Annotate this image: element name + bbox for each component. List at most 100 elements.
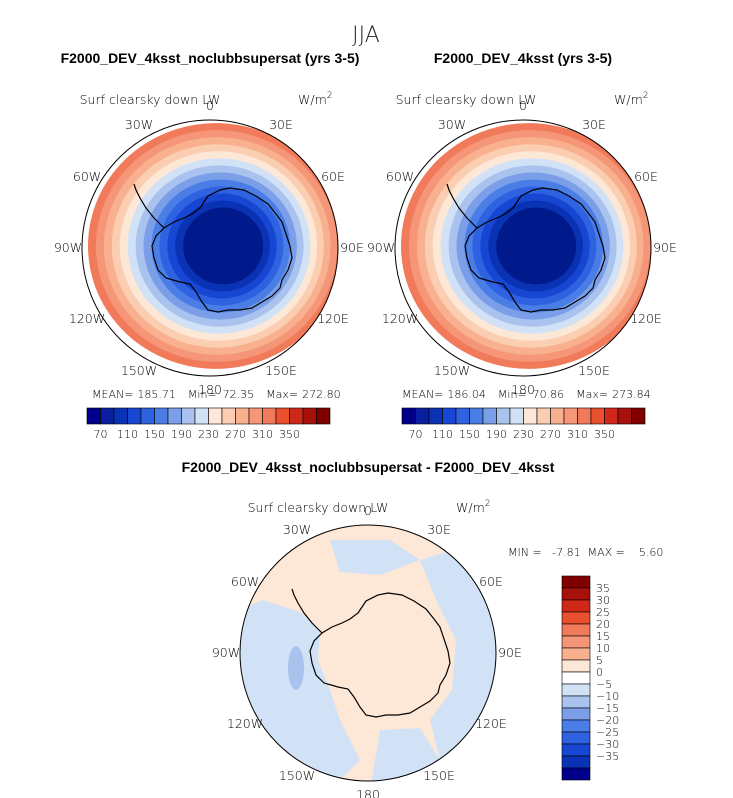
colorbar-swatch xyxy=(221,407,236,425)
colorbar-tick-label: 70 xyxy=(409,428,423,441)
colorbar-swatch xyxy=(167,407,182,425)
lon-label: 150W xyxy=(434,363,470,378)
lon-label: 120E xyxy=(317,311,349,326)
panel-diff-variable: Surf clearsky down LW xyxy=(248,500,389,515)
colorbar-swatch xyxy=(523,407,538,425)
panel-diff-units-base: W/m xyxy=(456,500,485,515)
panel-left-units-base: W/m xyxy=(298,92,327,107)
panel-left-variable: Surf clearsky down LW xyxy=(80,92,221,107)
lon-label: 90E xyxy=(498,645,522,660)
colorbar-swatch xyxy=(561,743,591,757)
stat-mean-label-left: MEAN= xyxy=(92,388,133,401)
colorbar-swatch xyxy=(469,407,484,425)
colorbar-swatch xyxy=(550,407,565,425)
colorbar-tick-label: −5 xyxy=(596,678,612,691)
colorbar-swatch xyxy=(561,587,591,601)
colorbar-swatch xyxy=(86,407,101,425)
lon-label: 30E xyxy=(427,522,451,537)
colorbar-tick-label: 110 xyxy=(432,428,453,441)
lon-label: 120E xyxy=(475,716,507,731)
colorbar-tick-label: 25 xyxy=(596,606,610,619)
stat-max-label-left: Max= xyxy=(266,388,298,401)
lon-labels-right: 0 30E 60E 90E 120E 150E 180 150W 120W 90W 60W 30W xyxy=(367,98,677,397)
lon-label: 120E xyxy=(630,311,662,326)
map-boundary-right xyxy=(394,119,652,377)
colorbar-tick-label: 15 xyxy=(596,630,610,643)
panel-left-units-exp: 2 xyxy=(327,91,333,101)
colorbar-swatch xyxy=(100,407,115,425)
diff-negative-field-east xyxy=(420,548,496,760)
stat-mean-right: 186.04 xyxy=(447,388,486,401)
panel-right-units: W/m2 xyxy=(614,91,648,107)
colorbar-tick-label: 270 xyxy=(540,428,561,441)
lon-label: 150E xyxy=(423,768,455,783)
lon-label: 30W xyxy=(438,117,466,132)
colorbar-tick-label: 230 xyxy=(198,428,219,441)
colorbar-swatch xyxy=(509,407,524,425)
colorbar-swatch xyxy=(604,407,619,425)
colorbar-swatch xyxy=(561,671,591,685)
lon-label: 30E xyxy=(582,117,606,132)
colorbar-swatch xyxy=(235,407,250,425)
contour-rings-left xyxy=(88,123,338,369)
lon-label: 120W xyxy=(227,716,263,731)
colorbar-swatch xyxy=(561,623,591,637)
lon-label: 90E xyxy=(340,240,364,255)
colorbar-swatch xyxy=(127,407,142,425)
colorbar-tick-label: 30 xyxy=(596,594,610,607)
contour-rings-right xyxy=(401,123,651,369)
panel-right: F2000_DEV_4ksst (yrs 3-5) Surf clearsky … xyxy=(367,50,677,441)
colorbar-tick-label: 270 xyxy=(225,428,246,441)
colorbar-tick-label: −20 xyxy=(596,714,619,727)
lon-labels-diff: 0 30E 60E 90E 120E 150E 180 150W 120W 90W 60W 30W xyxy=(212,503,522,798)
polar-map-right xyxy=(401,123,651,369)
polar-map-left xyxy=(88,123,338,369)
colorbar-swatch xyxy=(442,407,457,425)
colorbar-left: 70 110 150 190 230 270 310 350 xyxy=(86,407,331,441)
colorbar-tick-label: 190 xyxy=(486,428,507,441)
colorbar-swatch xyxy=(154,407,169,425)
colorbar-tick-label: 350 xyxy=(594,428,615,441)
lon-label: 0 xyxy=(519,98,527,113)
colorbar-swatch xyxy=(561,659,591,673)
stat-min-label-left: Min= xyxy=(188,388,217,401)
lon-label: 60E xyxy=(634,169,658,184)
colorbar-swatch xyxy=(496,407,511,425)
colorbar-tick-label: 190 xyxy=(171,428,192,441)
colorbar-swatch xyxy=(401,407,416,425)
colorbar-swatch xyxy=(561,719,591,733)
colorbar-swatch xyxy=(415,407,430,425)
lon-label: 180 xyxy=(356,787,380,798)
panel-right-units-base: W/m xyxy=(614,92,643,107)
lon-label: 150E xyxy=(265,363,297,378)
colorbar-tick-label: 5 xyxy=(596,654,603,667)
colorbar-swatch xyxy=(561,767,591,781)
colorbar-swatch xyxy=(561,695,591,709)
stat-min-label-right: Min= xyxy=(498,388,527,401)
diff-negative-blob xyxy=(288,646,304,690)
colorbar-swatch xyxy=(561,647,591,661)
colorbar-swatch xyxy=(561,755,591,769)
colorbar-tick-label: −10 xyxy=(596,690,619,703)
panel-diff: F2000_DEV_4ksst_noclubbsupersat - F2000_… xyxy=(182,459,664,798)
colorbar-swatch xyxy=(482,407,497,425)
colorbar-swatch xyxy=(428,407,443,425)
colorbar-tick-label: 20 xyxy=(596,618,610,631)
lon-label: 150W xyxy=(279,768,315,783)
colorbar-tick-label: 110 xyxy=(117,428,138,441)
lon-label: 30W xyxy=(125,117,153,132)
colorbar-swatch xyxy=(561,575,591,589)
lon-label: 30E xyxy=(269,117,293,132)
panel-diff-units-exp: 2 xyxy=(485,499,491,509)
colorbar-swatch xyxy=(561,599,591,613)
lon-labels-left: 0 30E 60E 90E 120E 150E 180 150W 120W 90W 60W 30W xyxy=(54,98,364,397)
lon-label: 120W xyxy=(382,311,418,326)
colorbar-tick-label: 230 xyxy=(513,428,534,441)
colorbar-tick-label: −25 xyxy=(596,726,619,739)
panel-left: F2000_DEV_4ksst_noclubbsupersat (yrs 3-5… xyxy=(54,50,364,441)
panel-left-title: F2000_DEV_4ksst_noclubbsupersat (yrs 3-5… xyxy=(61,50,360,66)
colorbar-swatch xyxy=(617,407,632,425)
lon-label: 90W xyxy=(367,240,395,255)
panel-left-units: W/m2 xyxy=(298,91,332,107)
